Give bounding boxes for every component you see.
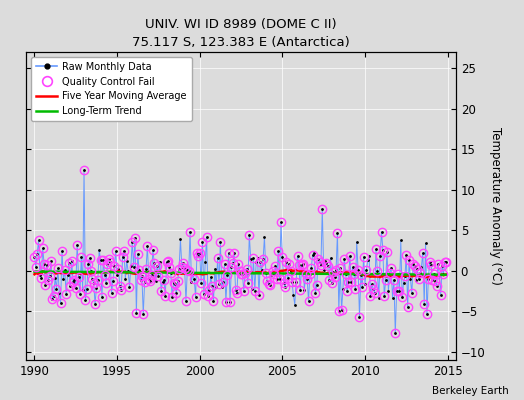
Legend: Raw Monthly Data, Quality Control Fail, Five Year Moving Average, Long-Term Tren: Raw Monthly Data, Quality Control Fail, …: [31, 57, 192, 121]
Text: Berkeley Earth: Berkeley Earth: [432, 386, 508, 396]
Y-axis label: Temperature Anomaly (°C): Temperature Anomaly (°C): [489, 127, 502, 285]
Title: UNIV. WI ID 8989 (DOME C II)
75.117 S, 123.383 E (Antarctica): UNIV. WI ID 8989 (DOME C II) 75.117 S, 1…: [132, 18, 350, 50]
